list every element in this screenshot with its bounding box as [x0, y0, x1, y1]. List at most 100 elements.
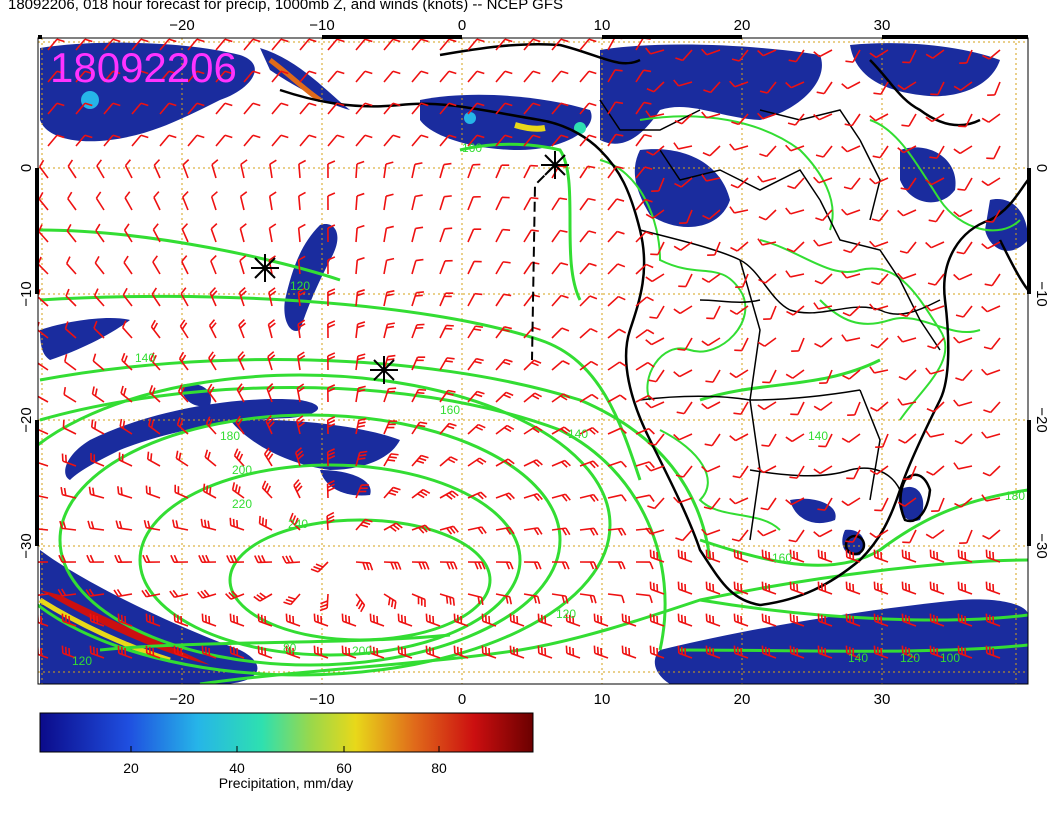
wind-barb	[283, 593, 301, 606]
wind-barb	[707, 241, 721, 256]
wind-barb	[678, 273, 693, 288]
wind-barb	[439, 561, 458, 570]
wind-barb	[64, 321, 77, 339]
wind-barb	[439, 70, 457, 83]
wind-barb	[122, 287, 133, 307]
wind-barb	[383, 522, 403, 532]
wind-barb	[869, 240, 889, 248]
lat-tick-left: −20	[18, 407, 35, 432]
lon-tick-bottom: 30	[874, 691, 891, 708]
wind-barb	[355, 38, 373, 51]
wind-barb	[89, 613, 105, 627]
wind-barb	[565, 645, 581, 659]
colorbar-tick: 80	[431, 760, 447, 776]
wind-barb	[677, 337, 693, 351]
wind-barb	[701, 337, 721, 347]
wind-barb	[210, 191, 218, 211]
wind-barb	[327, 192, 336, 211]
wind-barb	[181, 223, 189, 243]
wind-barb	[593, 645, 609, 659]
wind-barb	[177, 384, 189, 403]
wind-barb	[495, 424, 515, 435]
wind-barb	[847, 401, 861, 416]
wind-barb	[925, 49, 945, 59]
wind-barb	[845, 613, 861, 627]
wind-barb	[205, 416, 217, 435]
wind-barb	[411, 561, 430, 570]
wind-barb	[297, 287, 306, 307]
wind-barb	[635, 593, 653, 604]
wind-barb	[90, 419, 105, 435]
wind-barb	[169, 589, 189, 599]
wind-barb	[955, 305, 973, 318]
wind-barb	[86, 554, 105, 563]
wind-barb	[757, 175, 777, 183]
wind-barb	[397, 613, 413, 627]
wind-barb	[870, 401, 889, 412]
wind-barb	[47, 134, 65, 147]
wind-barb	[635, 329, 655, 339]
wind-barb	[267, 351, 276, 371]
wind-barb	[729, 497, 749, 505]
wind-barb	[869, 529, 889, 539]
wind-barb	[985, 645, 1001, 659]
wind-barb	[579, 327, 598, 339]
wind-barb	[467, 195, 481, 211]
wind-barb	[957, 581, 973, 595]
wind-barb	[62, 420, 77, 435]
wind-barb	[239, 255, 247, 275]
wind-barb	[236, 383, 245, 403]
wind-barb	[898, 433, 917, 444]
wind-barb	[731, 113, 749, 126]
wind-barb	[647, 497, 665, 510]
wind-barb	[95, 191, 105, 211]
contour-label: 120	[72, 654, 92, 668]
wind-barb	[925, 430, 945, 438]
wind-barb	[181, 191, 189, 211]
contour-label: 100	[940, 651, 960, 665]
wind-barb	[231, 482, 245, 499]
wind-barb	[383, 387, 397, 403]
wind-barb	[103, 102, 121, 115]
wind-barb	[178, 351, 189, 371]
wind-barb	[383, 593, 397, 610]
wind-barb	[705, 549, 721, 563]
wind-barb	[873, 81, 889, 95]
wind-barb	[142, 554, 161, 563]
wind-barb	[787, 113, 805, 126]
wind-barb	[75, 134, 93, 147]
wind-barb	[791, 337, 805, 352]
wind-barb	[579, 165, 596, 179]
wind-barb	[870, 337, 889, 349]
wind-barb	[818, 433, 833, 448]
storm-asterisks	[251, 151, 569, 384]
wind-barb	[981, 494, 1001, 502]
wind-barb	[730, 241, 749, 252]
wind-barb	[120, 385, 133, 403]
wind-barb	[901, 549, 917, 563]
wind-barb	[729, 369, 749, 379]
wind-barb	[673, 142, 693, 150]
wind-barb	[579, 426, 599, 435]
wind-barb	[238, 287, 247, 307]
wind-barb	[813, 465, 833, 475]
wind-barb	[229, 645, 245, 659]
wind-barb	[383, 257, 395, 275]
wind-barb	[646, 145, 665, 156]
wind-barb	[897, 145, 917, 154]
wind-barb	[675, 465, 693, 478]
wind-barb	[495, 391, 514, 403]
wind-barb	[355, 450, 368, 467]
wind-barb	[902, 529, 917, 544]
wind-barb	[762, 369, 777, 384]
wind-barb	[645, 337, 665, 346]
wind-barb	[85, 588, 105, 597]
wind-barb	[523, 459, 543, 468]
wind-barb	[930, 81, 945, 96]
wind-barb	[579, 230, 597, 243]
lat-tick-left: −10	[18, 281, 35, 306]
wind-barb	[439, 389, 456, 403]
wind-barb	[383, 102, 401, 115]
wind-barb	[983, 401, 1001, 414]
lon-tick-top: −10	[309, 17, 334, 34]
